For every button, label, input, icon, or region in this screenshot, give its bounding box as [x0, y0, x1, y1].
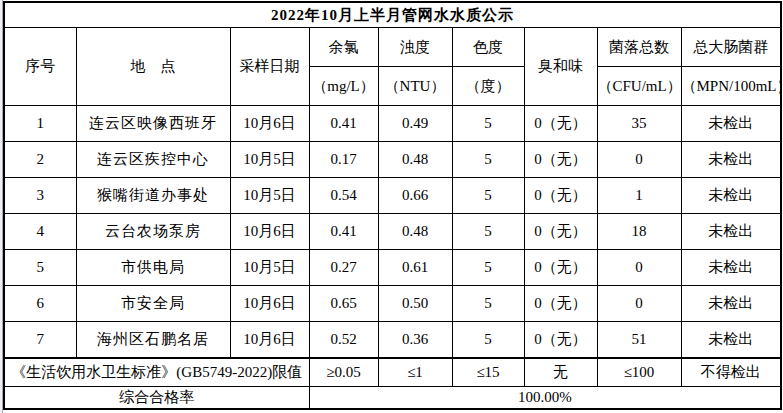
header-col-odor: 臭和味 [524, 28, 597, 106]
cell-chlorine: 0.65 [309, 286, 378, 322]
pass-rate-value: 100.00% [309, 387, 781, 410]
cell-turbidity: 0.66 [378, 178, 452, 214]
title-row: 2022年10月上半月管网水水质公示 [4, 2, 781, 28]
cell-date: 10月6日 [230, 106, 309, 142]
table-row: 4 云台农场泵房 10月6日 0.41 0.48 5 0（无） 18 未检出 [4, 214, 781, 250]
cell-location: 猴嘴街道办事处 [76, 178, 230, 214]
cell-no: 6 [4, 286, 76, 322]
cell-coliform: 未检出 [681, 250, 781, 286]
cell-date: 10月6日 [230, 286, 309, 322]
cell-odor: 0（无） [524, 178, 597, 214]
cell-no: 3 [4, 178, 76, 214]
header-unit-coliform: （MPN/100mL） [681, 67, 781, 106]
cell-odor: 0（无） [524, 322, 597, 359]
cell-date: 10月5日 [230, 178, 309, 214]
cell-colony: 35 [597, 106, 681, 142]
cell-date: 10月5日 [230, 250, 309, 286]
header-col-no: 序号 [4, 28, 76, 106]
water-quality-table: 2022年10月上半月管网水水质公示 序号 地 点 采样日期 余氯 浊度 色度 … [3, 1, 782, 410]
cell-turbidity: 0.48 [378, 142, 452, 178]
cell-location: 云台农场泵房 [76, 214, 230, 250]
cell-location: 连云区疾控中心 [76, 142, 230, 178]
limit-turbidity: ≤1 [378, 358, 452, 387]
cell-turbidity: 0.48 [378, 214, 452, 250]
cell-odor: 0（无） [524, 142, 597, 178]
cell-coliform: 未检出 [681, 286, 781, 322]
cell-coliform: 未检出 [681, 214, 781, 250]
header-unit-chlorine: （mg/L） [309, 67, 378, 106]
cell-odor: 0（无） [524, 286, 597, 322]
table-row: 7 海州区石鹏名居 10月6日 0.52 0.36 5 0（无） 51 未检出 [4, 322, 781, 359]
cell-turbidity: 0.49 [378, 106, 452, 142]
cell-chlorine: 0.27 [309, 250, 378, 286]
cell-coliform: 未检出 [681, 142, 781, 178]
table-row: 6 市安全局 10月6日 0.65 0.50 5 0（无） 0 未检出 [4, 286, 781, 322]
pass-rate-label: 综合合格率 [4, 387, 309, 410]
header-col-turbidity: 浊度 [378, 28, 452, 67]
cell-chlorine: 0.17 [309, 142, 378, 178]
header-col-colony: 菌落总数 [597, 28, 681, 67]
table-row: 5 市供电局 10月5日 0.27 0.61 5 0（无） 0 未检出 [4, 250, 781, 286]
header-col-date: 采样日期 [230, 28, 309, 106]
cell-colony: 0 [597, 250, 681, 286]
cell-coliform: 未检出 [681, 322, 781, 359]
cell-coliform: 未检出 [681, 106, 781, 142]
cell-location: 连云区映像西班牙 [76, 106, 230, 142]
page-title: 2022年10月上半月管网水水质公示 [4, 2, 781, 28]
limit-colony: ≤100 [597, 358, 681, 387]
limit-color: ≤15 [452, 358, 524, 387]
header-col-chlorine: 余氯 [309, 28, 378, 67]
cell-no: 1 [4, 106, 76, 142]
cell-turbidity: 0.36 [378, 322, 452, 359]
table-row: 1 连云区映像西班牙 10月6日 0.41 0.49 5 0（无） 35 未检出 [4, 106, 781, 142]
cell-color: 5 [452, 178, 524, 214]
cell-colony: 1 [597, 178, 681, 214]
cell-location: 海州区石鹏名居 [76, 322, 230, 359]
cell-coliform: 未检出 [681, 178, 781, 214]
header-col-location: 地 点 [76, 28, 230, 106]
cell-chlorine: 0.52 [309, 322, 378, 359]
cell-no: 5 [4, 250, 76, 286]
cell-no: 2 [4, 142, 76, 178]
cell-color: 5 [452, 142, 524, 178]
table-row: 3 猴嘴街道办事处 10月5日 0.54 0.66 5 0（无） 1 未检出 [4, 178, 781, 214]
cell-no: 4 [4, 214, 76, 250]
cell-odor: 0（无） [524, 214, 597, 250]
cell-turbidity: 0.61 [378, 250, 452, 286]
header-col-color: 色度 [452, 28, 524, 67]
cell-color: 5 [452, 106, 524, 142]
cell-color: 5 [452, 322, 524, 359]
cell-chlorine: 0.41 [309, 106, 378, 142]
header-unit-turbidity: （NTU） [378, 67, 452, 106]
limit-coliform: 不得检出 [681, 358, 781, 387]
header-col-coliform: 总大肠菌群 [681, 28, 781, 67]
cell-color: 5 [452, 214, 524, 250]
cell-odor: 0（无） [524, 106, 597, 142]
cell-location: 市供电局 [76, 250, 230, 286]
cell-date: 10月5日 [230, 142, 309, 178]
limit-label: 《生活饮用水卫生标准》(GB5749-2022)限值 [4, 358, 309, 387]
header-row-names: 序号 地 点 采样日期 余氯 浊度 色度 臭和味 菌落总数 总大肠菌群 [4, 28, 781, 67]
cell-turbidity: 0.50 [378, 286, 452, 322]
cell-date: 10月6日 [230, 214, 309, 250]
cell-date: 10月6日 [230, 322, 309, 359]
pass-rate-row: 综合合格率 100.00% [4, 387, 781, 410]
header-unit-colony: （CFU/mL） [597, 67, 681, 106]
limit-row: 《生活饮用水卫生标准》(GB5749-2022)限值 ≥0.05 ≤1 ≤15 … [4, 358, 781, 387]
cell-chlorine: 0.54 [309, 178, 378, 214]
limit-chlorine: ≥0.05 [309, 358, 378, 387]
cell-colony: 18 [597, 214, 681, 250]
cell-location: 市安全局 [76, 286, 230, 322]
cell-colony: 51 [597, 322, 681, 359]
cell-colony: 0 [597, 142, 681, 178]
cell-odor: 0（无） [524, 250, 597, 286]
cell-no: 7 [4, 322, 76, 359]
cell-colony: 0 [597, 286, 681, 322]
table-row: 2 连云区疾控中心 10月5日 0.17 0.48 5 0（无） 0 未检出 [4, 142, 781, 178]
cell-chlorine: 0.41 [309, 214, 378, 250]
header-unit-color: （度） [452, 67, 524, 106]
limit-odor: 无 [524, 358, 597, 387]
cell-color: 5 [452, 250, 524, 286]
cell-color: 5 [452, 286, 524, 322]
